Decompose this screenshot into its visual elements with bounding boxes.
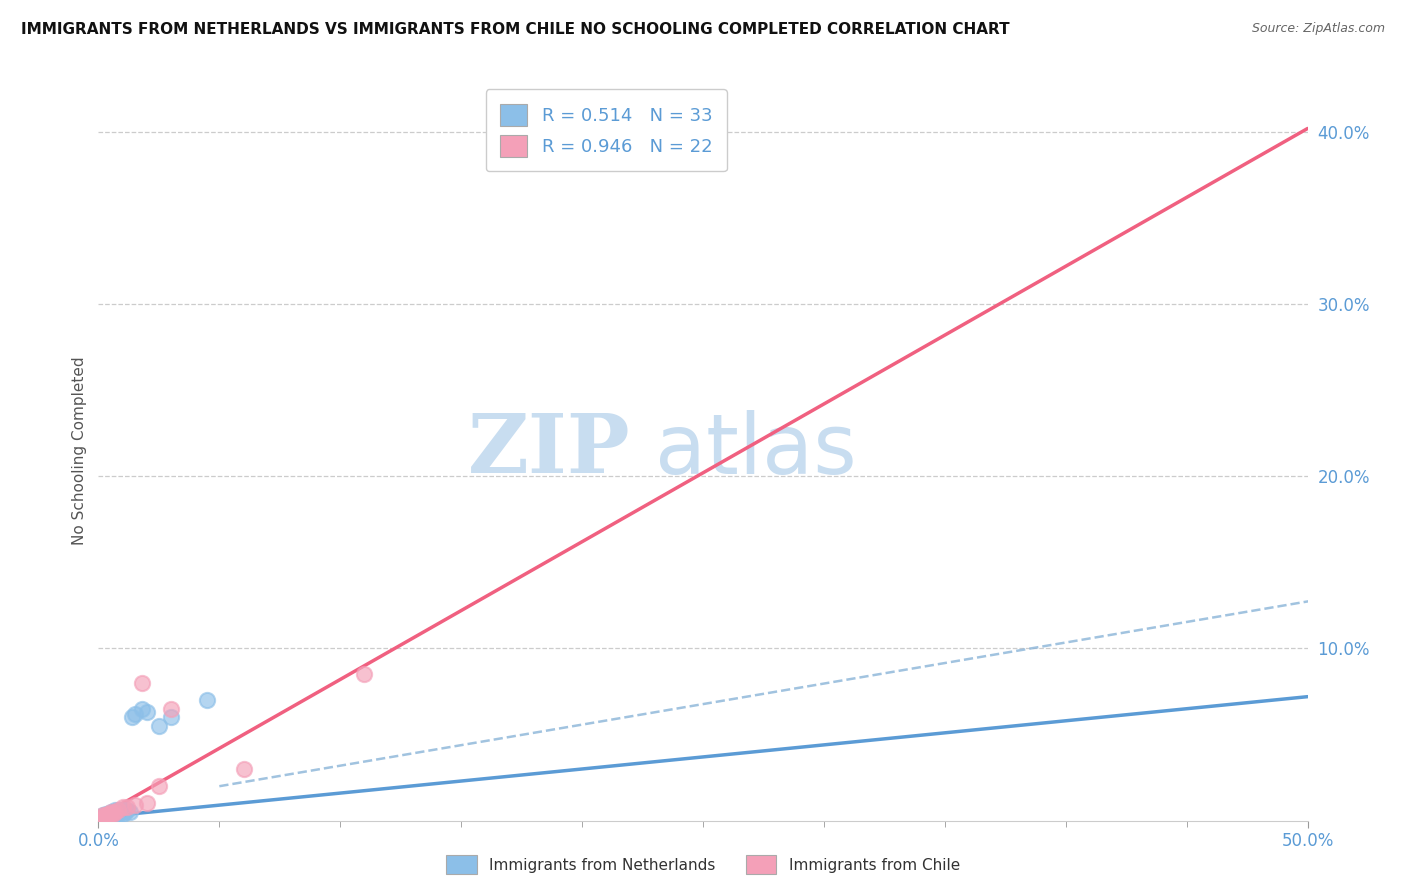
Point (101, 808, 124, 822)
Text: Source: ZipAtlas.com: Source: ZipAtlas.com (1251, 22, 1385, 36)
Point (100, 806, 122, 821)
Point (91, 812, 114, 826)
Point (90, 812, 112, 826)
Point (195, 693, 218, 707)
Point (111, 800, 134, 814)
Point (100, 805, 122, 819)
Point (111, 803, 134, 817)
Point (104, 805, 127, 819)
Point (97, 806, 120, 821)
Point (101, 805, 124, 819)
Point (148, 779, 170, 793)
Point (104, 806, 127, 821)
Point (94, 808, 117, 822)
Point (111, 806, 134, 821)
Point (160, 710, 183, 724)
Y-axis label: No Schooling Completed: No Schooling Completed (72, 356, 87, 545)
Legend: Immigrants from Netherlands, Immigrants from Chile: Immigrants from Netherlands, Immigrants … (440, 849, 966, 880)
Point (97, 808, 120, 822)
Point (97, 808, 120, 822)
Point (100, 805, 122, 819)
Point (94, 810, 117, 824)
Point (91, 810, 114, 824)
Point (107, 803, 129, 817)
Point (135, 705, 157, 719)
Point (104, 803, 127, 817)
Point (97, 806, 120, 821)
Point (148, 719, 170, 733)
Point (118, 805, 141, 819)
Point (160, 702, 183, 716)
Point (353, 667, 375, 681)
Text: atlas: atlas (655, 410, 856, 491)
Point (91, 808, 114, 822)
Point (117, 803, 139, 817)
Point (101, 806, 124, 821)
Point (107, 803, 129, 817)
Text: IMMIGRANTS FROM NETHERLANDS VS IMMIGRANTS FROM CHILE NO SCHOOLING COMPLETED CORR: IMMIGRANTS FROM NETHERLANDS VS IMMIGRANT… (21, 22, 1010, 37)
Point (114, 805, 136, 819)
Point (90, 810, 112, 824)
Point (100, 806, 122, 821)
Point (90, 812, 112, 826)
Point (91, 808, 114, 822)
Point (100, 808, 122, 822)
Point (94, 806, 117, 821)
Point (121, 710, 143, 724)
Point (124, 706, 146, 721)
Legend: R = 0.514   N = 33, R = 0.946   N = 22: R = 0.514 N = 33, R = 0.946 N = 22 (485, 89, 727, 171)
Point (131, 702, 153, 716)
Point (232, 762, 254, 776)
Point (94, 808, 117, 822)
Point (135, 797, 157, 811)
Point (91, 812, 114, 826)
Point (94, 810, 117, 824)
Point (107, 806, 129, 821)
Point (90, 810, 112, 824)
Point (108, 805, 131, 819)
Point (131, 676, 153, 690)
Point (117, 800, 139, 814)
Point (124, 798, 146, 813)
Text: ZIP: ZIP (468, 410, 630, 491)
Point (97, 810, 120, 824)
